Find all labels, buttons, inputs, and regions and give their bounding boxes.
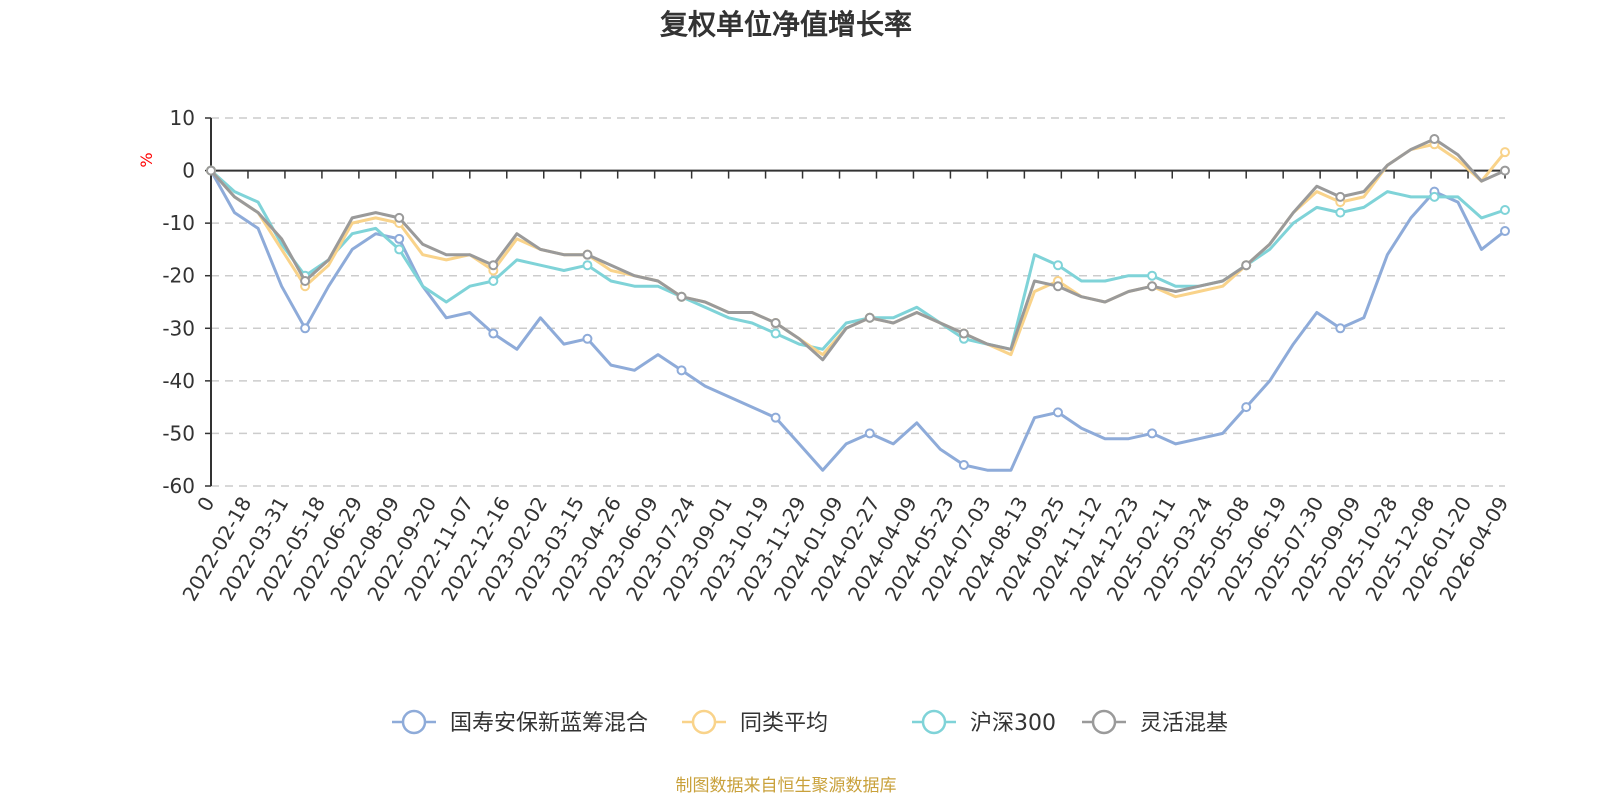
series-line [209, 169, 1506, 472]
legend-marker-icon [401, 709, 427, 735]
data-point [488, 328, 499, 339]
legend-marker-icon [691, 709, 717, 735]
chart-title: 复权单位净值增长率 [660, 8, 912, 41]
legend-marker-icon [921, 709, 947, 735]
data-point [770, 318, 781, 329]
data-point [1052, 407, 1063, 418]
series-line [210, 169, 1506, 351]
data-point [1052, 281, 1063, 292]
data-point [394, 244, 405, 255]
data-point [1500, 147, 1510, 158]
y-tick-label: -10 [162, 211, 195, 235]
y-tick-label: 0 [182, 159, 195, 183]
data-point [1335, 323, 1346, 334]
legend[interactable]: 国寿安保新蓝筹混合 同类平均 沪深300 灵活混基 [392, 709, 1228, 736]
data-point [1052, 260, 1063, 271]
legend-label: 沪深300 [970, 711, 1056, 736]
data-point [958, 328, 969, 339]
data-point [300, 275, 311, 286]
y-tick-label: -40 [162, 369, 195, 393]
legend-label: 同类平均 [740, 711, 828, 736]
legend-label: 灵活混基 [1140, 711, 1228, 736]
data-point [582, 333, 593, 344]
data-point [864, 312, 875, 323]
data-point [488, 275, 499, 286]
y-axis: 10 0 -10 -20 -30 -40 -50 -60 [162, 106, 212, 498]
data-point [1147, 281, 1158, 292]
data-point [1500, 226, 1510, 237]
data-point [582, 260, 593, 271]
data-point [1335, 207, 1346, 218]
y-tick-label: -60 [162, 474, 195, 498]
x-axis: 02022-02-182022-03-312022-05-182022-06-2… [177, 169, 1513, 605]
series-line [209, 137, 1506, 362]
data-point [1147, 270, 1158, 281]
data-point [1241, 260, 1252, 271]
data-point [864, 428, 875, 439]
data-point [1335, 191, 1346, 202]
data-source-note: 制图数据来自恒生聚源数据库 [676, 776, 897, 796]
data-point [1500, 205, 1510, 215]
data-point [1500, 165, 1510, 176]
legend-item[interactable]: 同类平均 [682, 709, 828, 736]
y-tick-label: -20 [162, 264, 195, 288]
legend-item[interactable]: 沪深300 [912, 709, 1056, 736]
data-point [1429, 134, 1440, 145]
y-tick-label: 10 [170, 106, 195, 130]
data-point [770, 412, 781, 423]
data-point [1429, 191, 1440, 202]
data-point [394, 233, 405, 244]
data-point [300, 323, 311, 334]
y-tick-label: -50 [162, 421, 195, 445]
data-point [1241, 402, 1252, 413]
data-point [206, 165, 216, 176]
legend-item[interactable]: 灵活混基 [1082, 709, 1228, 736]
x-tick-label: 0 [192, 493, 219, 516]
data-point [582, 249, 593, 260]
data-point [676, 365, 687, 376]
series-lines [206, 134, 1510, 472]
data-point [958, 459, 969, 470]
data-point [770, 328, 781, 339]
y-tick-label: -30 [162, 316, 195, 340]
data-point [676, 291, 687, 302]
data-point [394, 212, 405, 223]
data-point [488, 260, 499, 271]
data-point [1147, 428, 1158, 439]
legend-label: 国寿安保新蓝筹混合 [450, 711, 648, 736]
legend-marker-icon [1091, 709, 1117, 735]
legend-item[interactable]: 国寿安保新蓝筹混合 [392, 709, 648, 736]
y-axis-unit-label: % [137, 152, 156, 167]
grid-lines [211, 117, 1505, 487]
